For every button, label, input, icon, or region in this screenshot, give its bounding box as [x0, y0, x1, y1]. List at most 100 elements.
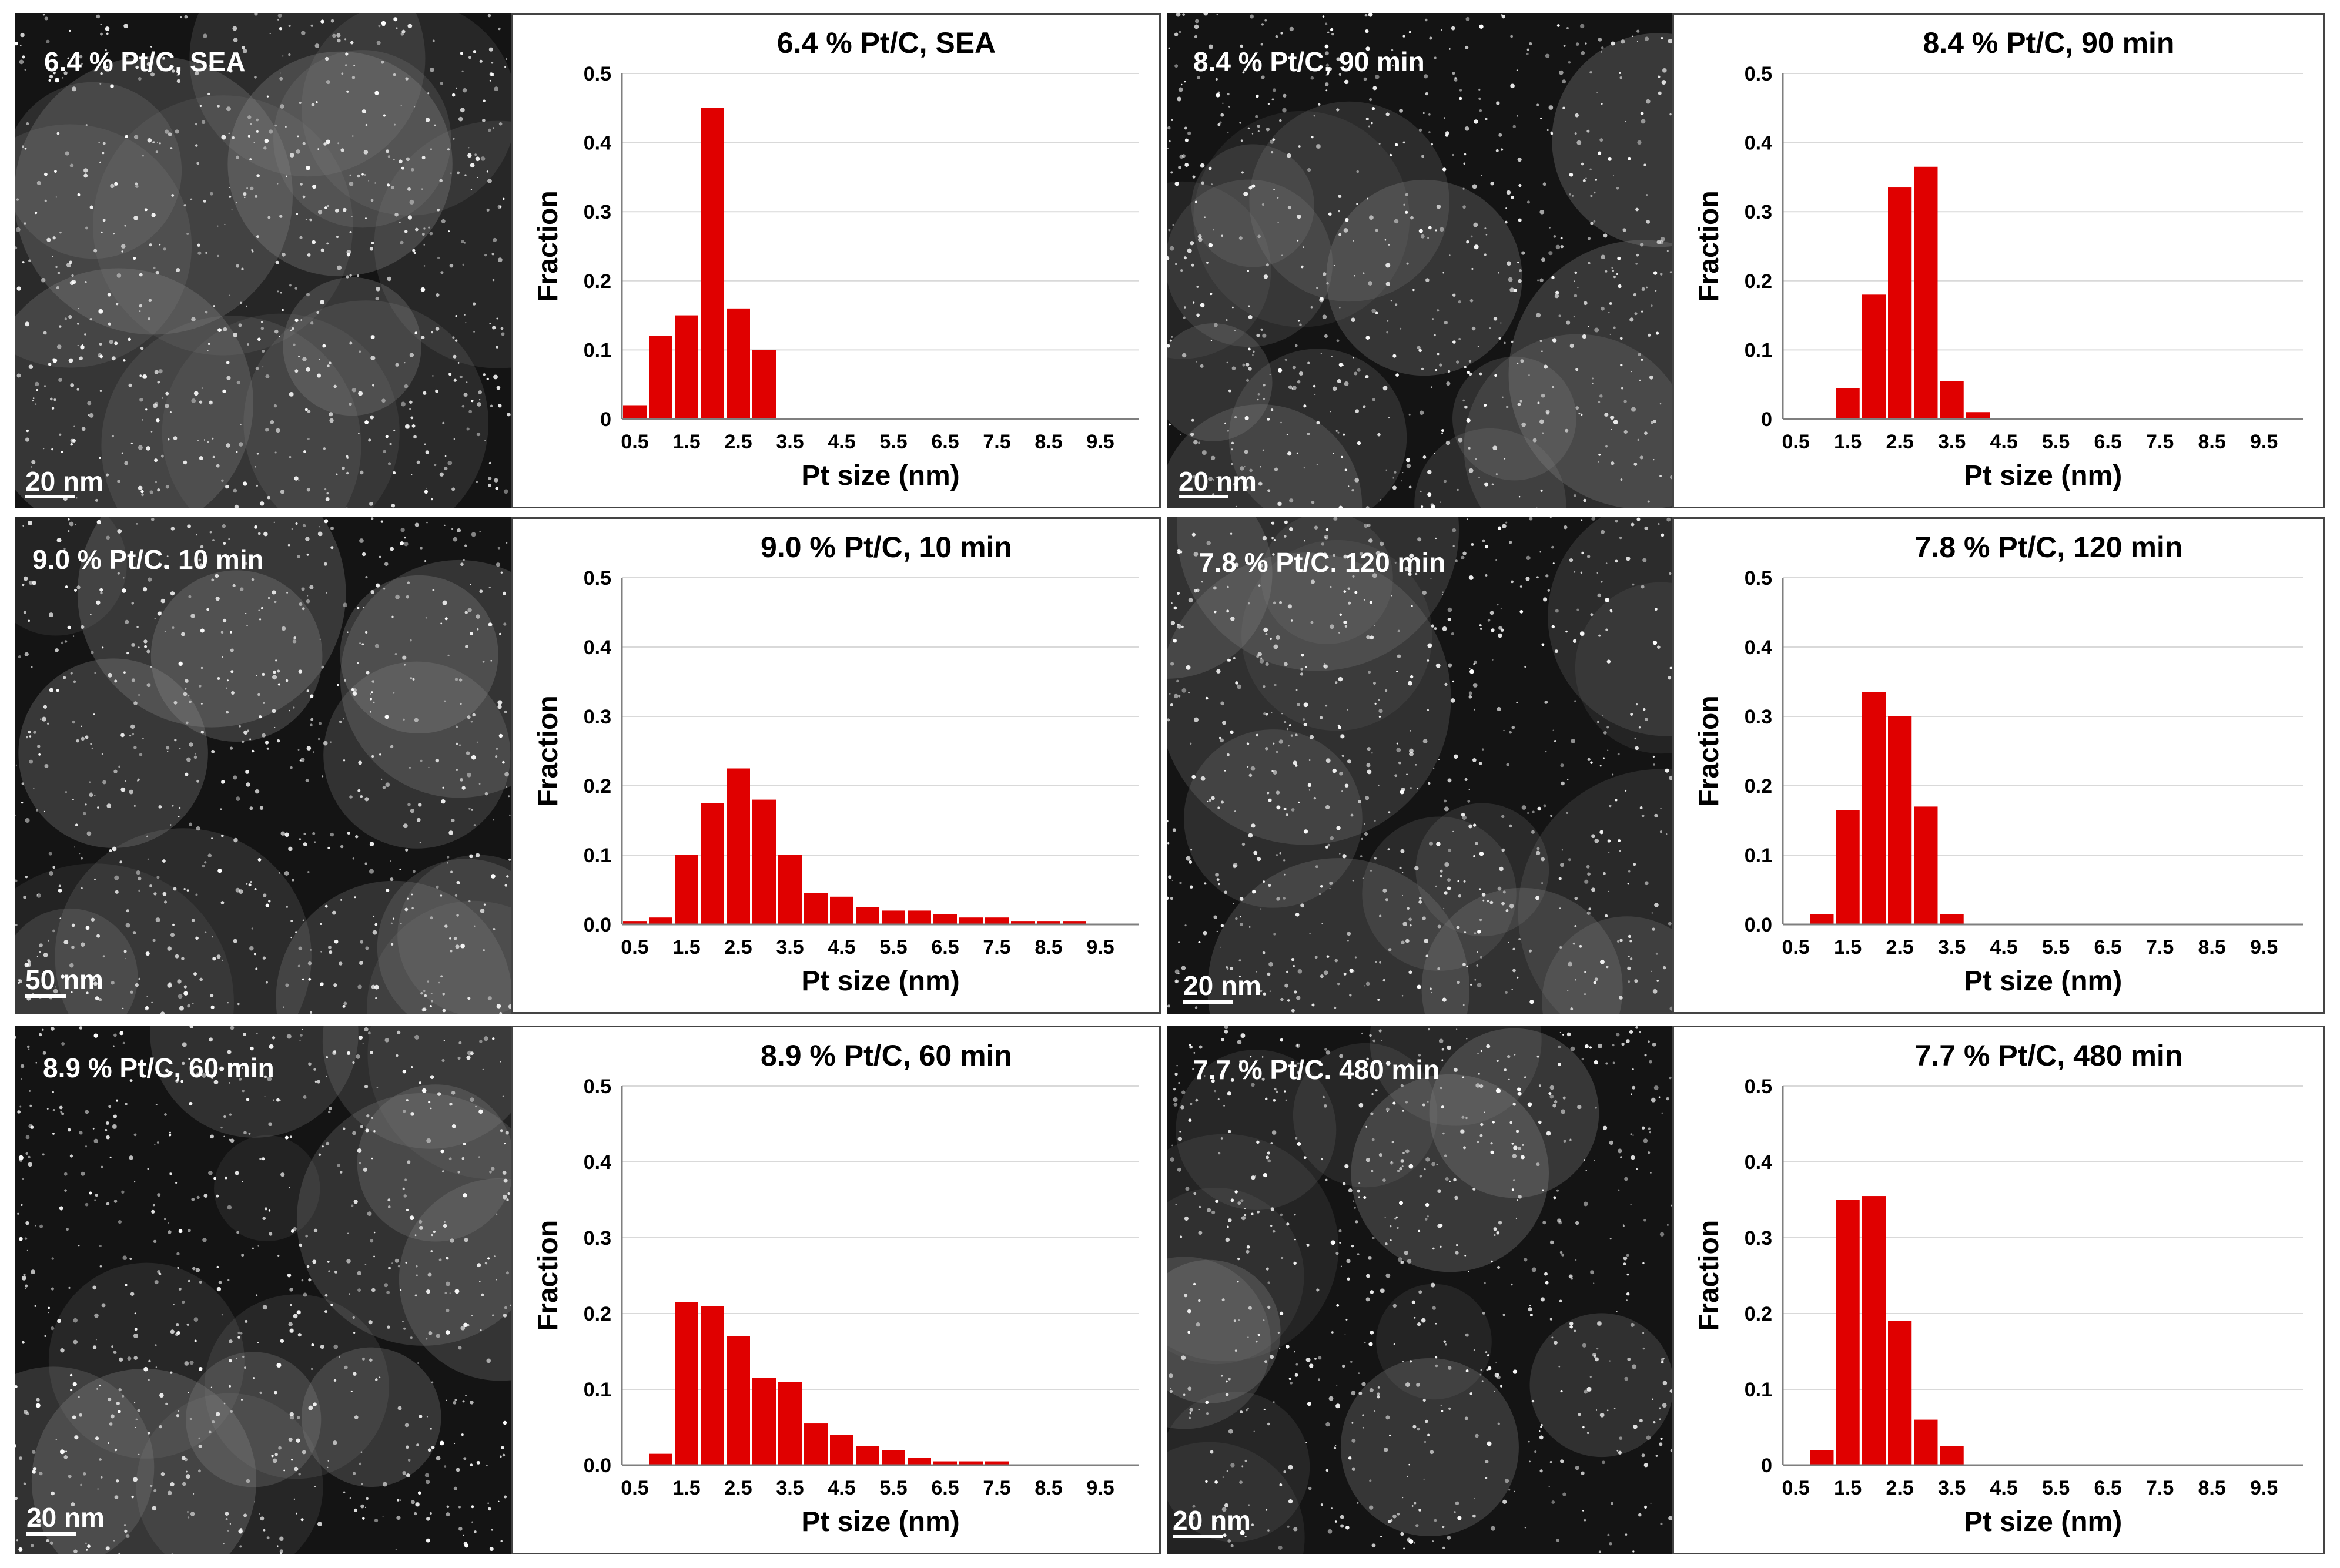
- x-tick-label: 0.5: [1782, 431, 1809, 453]
- y-tick-label: 0.3: [584, 201, 611, 223]
- histogram-bar: [752, 1378, 776, 1465]
- micrograph-image: [15, 1026, 511, 1554]
- x-tick-label: 0.5: [621, 936, 648, 959]
- histogram-bar: [856, 907, 879, 924]
- micrograph-panel-5: 8.9 % Pt/C, 60 min 20 nm: [15, 1026, 511, 1554]
- histogram-bar: [1063, 921, 1086, 924]
- x-tick-label: 3.5: [776, 431, 804, 453]
- histogram-panel-4: 7.8 % Pt/C, 120 min 0.0 0.1 0.2 0.3 0.4 0.5 0.5…: [1672, 517, 2325, 1014]
- histogram-bar: [778, 1382, 802, 1465]
- histogram-bar: [752, 799, 776, 924]
- histogram-bar: [804, 1423, 828, 1465]
- histogram-chart: 8.9 % Pt/C, 60 min 0.0 0.1 0.2 0.3 0.4 0.5 0.5 1…: [533, 1039, 1139, 1537]
- x-tick-label: 0.5: [621, 1477, 648, 1499]
- y-tick-label: 0.2: [1745, 1303, 1772, 1325]
- y-axis-label: Fraction: [533, 190, 564, 301]
- y-tick-label: 0.2: [584, 775, 611, 798]
- x-tick-label: 1.5: [672, 431, 700, 453]
- y-axis-label: Fraction: [533, 1220, 564, 1331]
- y-tick-label: 0.0: [584, 1455, 611, 1477]
- x-axis-label: Pt size (nm): [801, 1506, 959, 1537]
- histogram-bar: [908, 1458, 931, 1465]
- x-tick-label: 8.5: [2198, 1477, 2225, 1499]
- histogram-bar: [1888, 187, 1912, 419]
- scale-bar: [25, 994, 66, 998]
- histogram-bar: [675, 1302, 698, 1465]
- x-axis-label: Pt size (nm): [801, 460, 959, 491]
- histogram-bar: [675, 855, 698, 924]
- y-tick-label: 0: [1761, 408, 1772, 431]
- histogram-chart: 7.8 % Pt/C, 120 min 0.0 0.1 0.2 0.3 0.4 0.5 0.5…: [1693, 531, 2303, 997]
- y-tick-label: 0.5: [584, 567, 611, 589]
- x-tick-label: 7.5: [983, 431, 1010, 453]
- x-tick-label: 6.5: [931, 431, 959, 453]
- micrograph-panel-1: 6.4 % Pt/C, SEA 20 nm: [15, 13, 511, 508]
- scale-bar: [26, 1532, 76, 1536]
- histogram-bar: [1888, 1321, 1912, 1465]
- histogram-bar: [856, 1446, 879, 1465]
- histogram-bar: [1037, 921, 1060, 924]
- histogram-bar: [1914, 1419, 1938, 1465]
- x-tick-label: 8.5: [1035, 1477, 1062, 1499]
- histogram-bar: [727, 1336, 750, 1465]
- histogram-chart: 8.4 % Pt/C, 90 min 0 0.1 0.2 0.3 0.4 0.5 0.5 1.5…: [1693, 26, 2303, 491]
- histogram-bar: [701, 1306, 724, 1465]
- histogram-bar: [649, 1453, 672, 1465]
- y-tick-label: 0.3: [1745, 706, 1772, 728]
- micrograph-label: 9.0 % Pt/C. 10 min: [32, 544, 264, 575]
- histogram-chart: 7.7 % Pt/C, 480 min 0 0.1 0.2 0.3 0.4 0.5 0.5 1.…: [1693, 1039, 2303, 1537]
- histogram-chart: 6.4 % Pt/C, SEA 0 0.1 0.2 0.3 0.4 0.5 0.5 1.5 2.5…: [533, 26, 1139, 491]
- y-tick-label: 0.5: [1745, 567, 1772, 589]
- scale-bar-label: 20 nm: [26, 1502, 105, 1533]
- x-tick-label: 5.5: [879, 936, 907, 959]
- x-tick-label: 6.5: [2094, 431, 2121, 453]
- x-axis-label: Pt size (nm): [1964, 1506, 2122, 1537]
- histogram-bar: [830, 896, 853, 924]
- histogram-bar: [727, 308, 750, 419]
- histogram-bar: [1810, 1450, 1834, 1465]
- y-tick-label: 0.4: [1745, 1151, 1772, 1174]
- x-tick-label: 5.5: [2042, 1477, 2070, 1499]
- x-tick-label: 2.5: [724, 431, 752, 453]
- x-tick-label: 6.5: [2094, 936, 2121, 959]
- histogram-bar: [933, 914, 957, 924]
- x-tick-label: 2.5: [1886, 1477, 1913, 1499]
- chart-title: 8.9 % Pt/C, 60 min: [761, 1039, 1012, 1072]
- histogram-bar: [1810, 914, 1834, 924]
- micrograph-image: [1167, 1026, 1672, 1554]
- x-tick-label: 7.5: [2146, 1477, 2174, 1499]
- y-tick-label: 0.4: [584, 132, 611, 155]
- histogram-panel-5: 8.9 % Pt/C, 60 min 0.0 0.1 0.2 0.3 0.4 0.5 0.5 1…: [511, 1026, 1161, 1554]
- x-tick-label: 9.5: [2250, 936, 2278, 959]
- chart-title: 7.8 % Pt/C, 120 min: [1915, 531, 2183, 564]
- x-tick-label: 7.5: [2146, 936, 2174, 959]
- micrograph-image: [1167, 517, 1672, 1014]
- x-tick-label: 8.5: [2198, 936, 2225, 959]
- micrograph-image: [15, 13, 511, 508]
- histogram-bar: [1888, 716, 1912, 924]
- scale-bar: [1183, 1000, 1233, 1004]
- x-tick-label: 5.5: [879, 431, 907, 453]
- x-tick-label: 8.5: [1035, 431, 1062, 453]
- histogram-bar: [649, 336, 672, 419]
- x-tick-label: 3.5: [1938, 936, 1966, 959]
- histogram-bar: [1940, 914, 1964, 924]
- histogram-bar: [830, 1435, 853, 1465]
- histogram-bar: [1966, 412, 1990, 419]
- x-tick-label: 1.5: [672, 936, 700, 959]
- histogram-bar: [1914, 806, 1938, 924]
- histogram-bar: [908, 910, 931, 924]
- scale-bar: [25, 495, 75, 498]
- y-tick-label: 0.5: [584, 63, 611, 85]
- scale-bar-label: 20 nm: [1179, 466, 1257, 497]
- scale-bar-label: 20 nm: [1183, 970, 1261, 1001]
- chart-title: 6.4 % Pt/C, SEA: [777, 26, 996, 59]
- micrograph-panel-4: 7.8 % Pt/C. 120 min 20 nm: [1167, 517, 1672, 1014]
- scale-bar-label: 20 nm: [25, 466, 103, 497]
- histogram-bar: [1940, 1446, 1964, 1465]
- x-axis-label: Pt size (nm): [1964, 966, 2122, 997]
- histogram-bar: [1862, 692, 1886, 924]
- histogram-bar: [959, 1461, 983, 1465]
- x-tick-label: 9.5: [1086, 431, 1114, 453]
- x-tick-label: 4.5: [828, 431, 855, 453]
